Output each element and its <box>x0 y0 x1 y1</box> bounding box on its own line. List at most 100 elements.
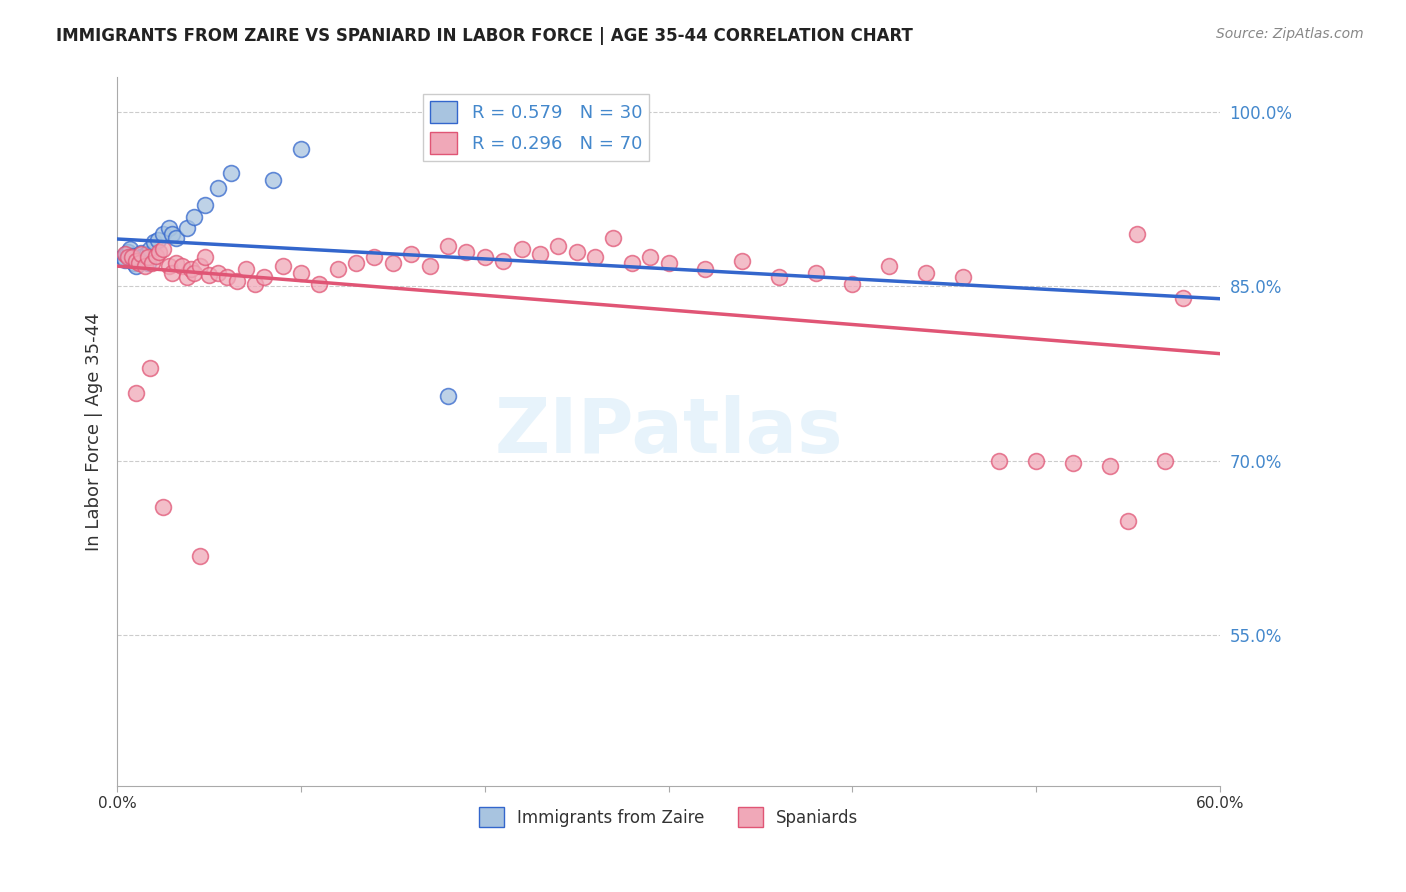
Point <box>129 245 152 260</box>
Point <box>344 256 367 270</box>
Point <box>117 244 139 259</box>
Point <box>188 549 211 563</box>
Point <box>162 227 184 242</box>
Point <box>128 254 150 268</box>
Point <box>217 270 239 285</box>
Point <box>132 249 155 263</box>
Point <box>437 239 460 253</box>
Point <box>1116 514 1139 528</box>
Point <box>139 360 162 375</box>
Point <box>620 256 643 270</box>
Point <box>583 251 606 265</box>
Point <box>914 266 936 280</box>
Point <box>115 247 138 261</box>
Point <box>118 242 141 256</box>
Point <box>225 274 247 288</box>
Point <box>1126 227 1149 242</box>
Point <box>1171 291 1194 305</box>
Point <box>695 262 717 277</box>
Point <box>877 259 900 273</box>
Point <box>142 235 165 250</box>
Point <box>363 251 385 265</box>
Point <box>183 210 205 224</box>
Point <box>157 259 180 273</box>
Point <box>271 259 294 273</box>
Point <box>121 249 143 263</box>
Point <box>188 259 211 273</box>
Text: IMMIGRANTS FROM ZAIRE VS SPANIARD IN LABOR FORCE | AGE 35-44 CORRELATION CHART: IMMIGRANTS FROM ZAIRE VS SPANIARD IN LAB… <box>56 27 912 45</box>
Text: ZIPatlas: ZIPatlas <box>495 394 842 468</box>
Point <box>124 386 146 401</box>
Point <box>134 259 156 273</box>
Point <box>1025 453 1047 467</box>
Point <box>114 247 136 261</box>
Point <box>124 259 146 273</box>
Text: Source: ZipAtlas.com: Source: ZipAtlas.com <box>1216 27 1364 41</box>
Point <box>138 251 160 265</box>
Point <box>768 270 790 285</box>
Point <box>290 143 312 157</box>
Point <box>121 251 143 265</box>
Y-axis label: In Labor Force | Age 35-44: In Labor Force | Age 35-44 <box>86 312 103 551</box>
Point <box>148 244 170 259</box>
Point <box>988 453 1011 467</box>
Legend: Immigrants from Zaire, Spaniards: Immigrants from Zaire, Spaniards <box>472 800 865 834</box>
Point <box>122 256 145 270</box>
Point <box>198 268 221 282</box>
Point <box>308 277 330 292</box>
Point <box>474 251 496 265</box>
Point <box>952 270 974 285</box>
Point <box>152 500 174 514</box>
Point <box>157 221 180 235</box>
Point <box>1062 456 1084 470</box>
Point <box>134 252 156 267</box>
Point <box>419 259 441 273</box>
Point <box>127 251 149 265</box>
Point <box>399 247 422 261</box>
Point <box>111 251 134 265</box>
Point <box>253 270 276 285</box>
Point <box>145 249 167 263</box>
Point <box>183 266 205 280</box>
Point <box>152 242 174 256</box>
Point <box>117 251 139 265</box>
Point <box>510 242 533 256</box>
Point <box>170 259 193 273</box>
Point <box>804 266 827 280</box>
Point <box>529 247 551 261</box>
Point <box>262 172 284 186</box>
Point <box>141 256 163 270</box>
Point <box>243 277 266 292</box>
Point <box>128 256 150 270</box>
Point <box>547 239 569 253</box>
Point <box>135 247 157 261</box>
Point <box>146 233 169 247</box>
Point <box>180 262 202 277</box>
Point <box>290 266 312 280</box>
Point <box>194 198 217 212</box>
Point <box>235 262 257 277</box>
Point <box>841 277 863 292</box>
Point <box>1098 459 1121 474</box>
Point <box>194 251 217 265</box>
Point <box>492 254 515 268</box>
Point <box>326 262 349 277</box>
Point <box>657 256 679 270</box>
Point <box>129 247 152 261</box>
Point <box>731 254 754 268</box>
Point <box>152 227 174 242</box>
Point <box>124 254 146 268</box>
Point <box>138 256 160 270</box>
Point <box>207 180 229 194</box>
Point <box>602 230 624 244</box>
Point <box>162 266 184 280</box>
Point <box>139 242 162 256</box>
Point <box>1153 453 1175 467</box>
Point <box>165 230 187 244</box>
Point <box>176 221 198 235</box>
Point <box>565 244 588 259</box>
Point <box>456 244 478 259</box>
Point <box>207 266 229 280</box>
Point <box>437 389 460 403</box>
Point <box>114 252 136 267</box>
